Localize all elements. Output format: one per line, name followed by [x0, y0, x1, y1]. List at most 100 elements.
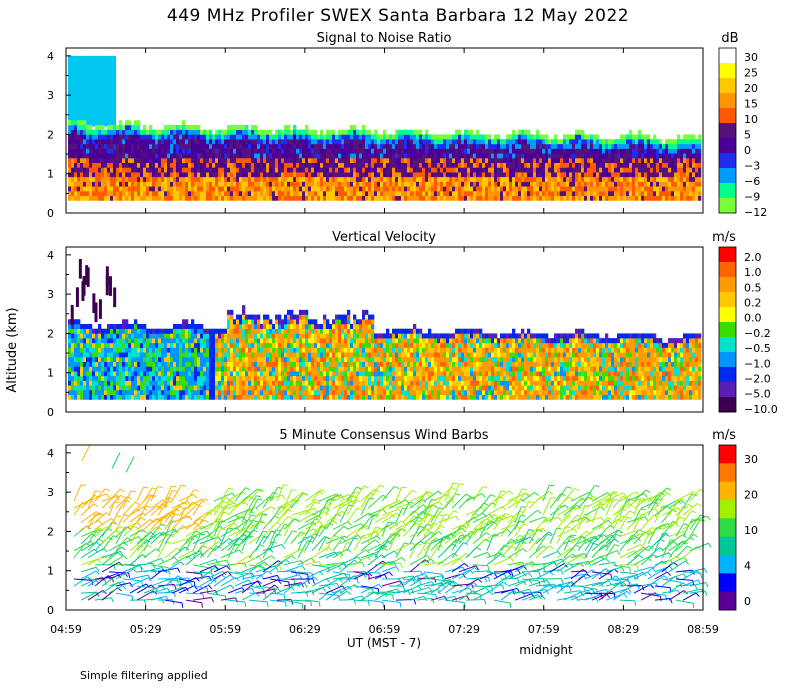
snr-cell	[407, 153, 411, 159]
velocity-cell	[290, 380, 294, 386]
snr-cell	[86, 139, 90, 145]
snr-cell	[368, 153, 372, 159]
snr-cell	[542, 195, 546, 201]
snr-cell	[407, 195, 411, 201]
velocity-cell	[317, 361, 321, 367]
snr-cell	[467, 139, 471, 145]
snr-cell	[437, 143, 441, 149]
snr-cell	[212, 153, 216, 159]
snr-cell	[539, 134, 543, 140]
snr-cell	[290, 153, 294, 159]
velocity-cell	[362, 380, 366, 386]
velocity-cell	[380, 338, 384, 344]
snr-cell	[146, 153, 150, 159]
snr-cell	[74, 167, 78, 173]
snr-cell	[551, 148, 555, 154]
velocity-cell	[272, 394, 276, 400]
velocity-cell	[350, 371, 354, 377]
snr-cell	[608, 148, 612, 154]
snr-cell	[494, 148, 498, 154]
velocity-cell	[155, 338, 159, 344]
snr-cell	[344, 129, 348, 135]
snr-cell	[575, 153, 579, 159]
velocity-cell	[308, 333, 312, 339]
snr-cell	[158, 172, 162, 178]
velocity-cell	[185, 342, 189, 348]
velocity-cell	[359, 375, 363, 381]
snr-cell	[482, 181, 486, 187]
velocity-cell	[86, 333, 90, 339]
snr-cell	[113, 191, 117, 197]
velocity-cell	[290, 366, 294, 372]
velocity-cell	[386, 366, 390, 372]
velocity-cell	[221, 371, 225, 377]
snr-cell	[194, 143, 198, 149]
velocity-cell	[137, 380, 141, 386]
snr-cell	[521, 143, 525, 149]
velocity-cell	[317, 375, 321, 381]
snr-cell	[554, 162, 558, 168]
snr-cell	[680, 176, 684, 182]
snr-cell	[554, 176, 558, 182]
snr-cell	[263, 162, 267, 168]
snr-cell	[155, 186, 159, 192]
snr-cell	[551, 181, 555, 187]
snr-cell	[311, 167, 315, 173]
velocity-cell	[155, 385, 159, 391]
snr-cell	[470, 181, 474, 187]
snr-cell	[113, 172, 117, 178]
snr-cell	[338, 172, 342, 178]
velocity-cell	[239, 357, 243, 363]
snr-cell	[677, 181, 681, 187]
snr-cell	[572, 195, 576, 201]
snr-cell	[68, 195, 72, 201]
snr-cell	[575, 176, 579, 182]
velocity-cell	[242, 314, 246, 320]
snr-cell	[284, 139, 288, 145]
snr-cell	[182, 195, 186, 201]
snr-cell	[140, 139, 144, 145]
snr-cell	[518, 172, 522, 178]
snr-cell	[425, 181, 429, 187]
snr-cell	[296, 181, 300, 187]
velocity-cell	[101, 390, 105, 396]
snr-cell	[137, 143, 141, 149]
snr-cell	[284, 153, 288, 159]
velocity-cell	[347, 333, 351, 339]
snr-cell	[185, 153, 189, 159]
velocity-cell	[125, 357, 129, 363]
snr-cell	[326, 153, 330, 159]
snr-cell	[233, 167, 237, 173]
snr-cell	[560, 186, 564, 192]
velocity-cell	[197, 333, 201, 339]
snr-cell	[254, 176, 258, 182]
snr-cell	[542, 172, 546, 178]
snr-cell	[77, 129, 81, 135]
snr-cell	[473, 181, 477, 187]
velocity-cell	[167, 347, 171, 353]
velocity-cell	[83, 338, 87, 344]
snr-cell	[635, 153, 639, 159]
snr-cell	[695, 186, 699, 192]
snr-cell	[470, 134, 474, 140]
snr-cell	[668, 148, 672, 154]
snr-cell	[374, 139, 378, 145]
snr-cell	[302, 153, 306, 159]
snr-cell	[614, 162, 618, 168]
snr-cell	[476, 162, 480, 168]
snr-cell	[614, 148, 618, 154]
velocity-cell	[329, 371, 333, 377]
velocity-cell	[257, 314, 261, 320]
snr-cell	[506, 167, 510, 173]
snr-cell	[290, 195, 294, 201]
velocity-cell	[377, 361, 381, 367]
velocity-cell	[209, 380, 213, 386]
snr-cell	[131, 176, 135, 182]
snr-cell	[356, 186, 360, 192]
velocity-cell	[149, 333, 153, 339]
velocity-cell	[185, 347, 189, 353]
velocity-cell	[317, 394, 321, 400]
snr-cell	[218, 153, 222, 159]
snr-cell	[89, 143, 93, 149]
snr-cell	[290, 148, 294, 154]
